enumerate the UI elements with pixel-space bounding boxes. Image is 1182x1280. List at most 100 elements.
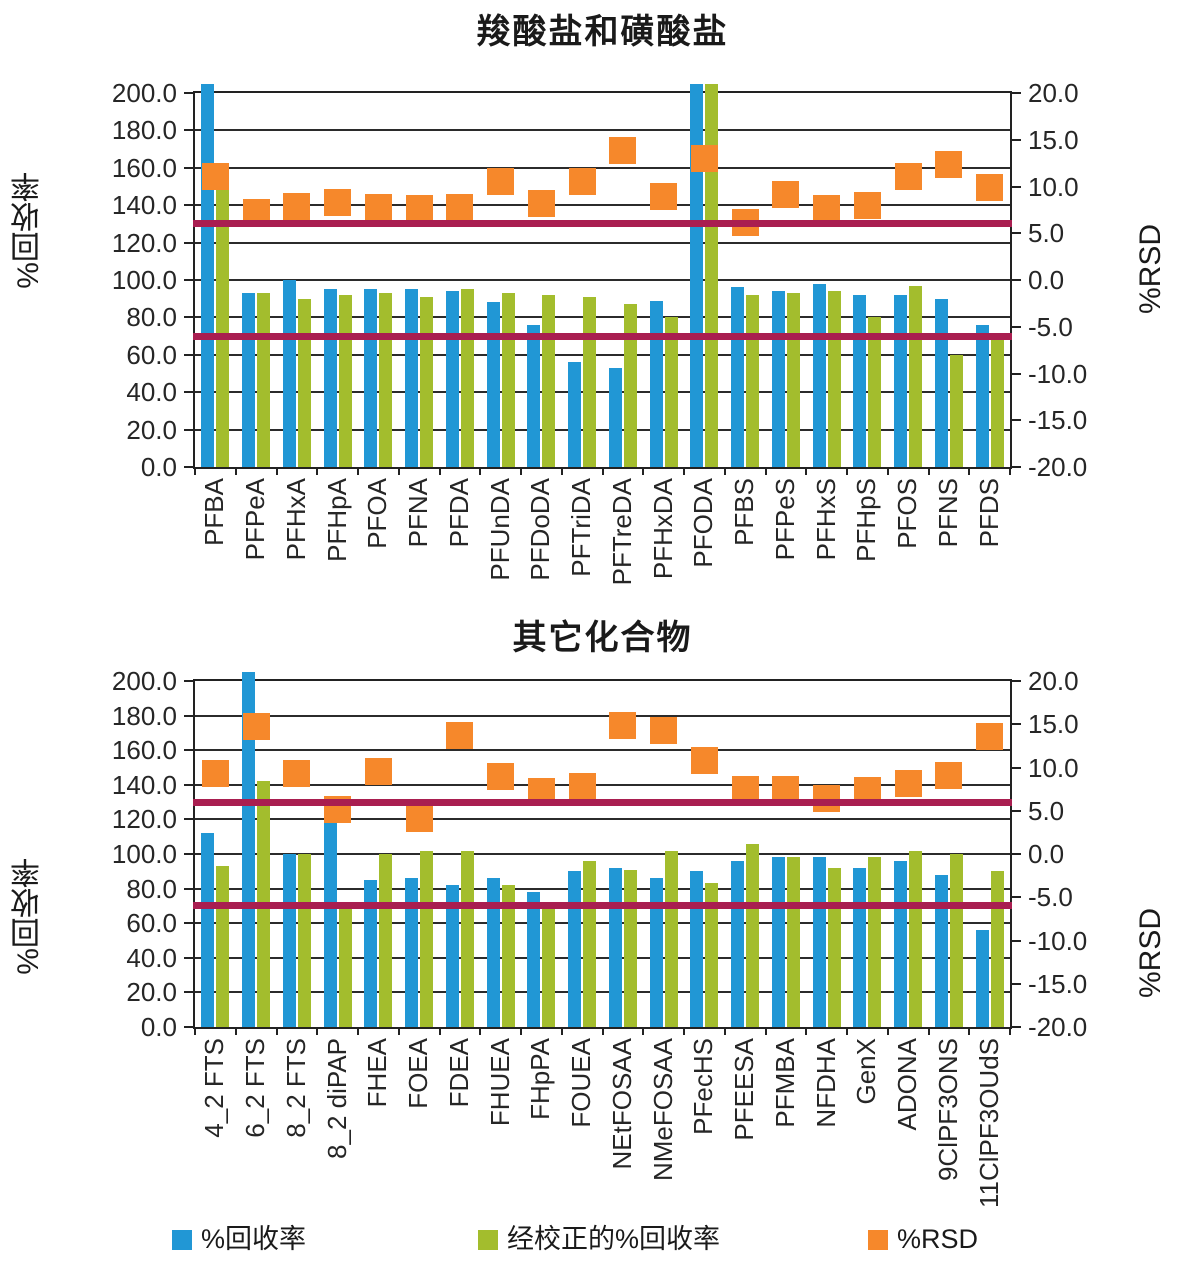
bar-corrected-recovery (501, 293, 515, 467)
y-axis-tick-label-left: 160.0 (111, 735, 177, 766)
rsd-marker (609, 712, 637, 740)
corrected-recovery-swatch-icon (478, 1229, 498, 1250)
x-axis-tick (927, 1027, 930, 1035)
x-axis-category-label: PFBS (729, 478, 760, 546)
rsd-marker (853, 191, 881, 219)
y-axis-tick-label-right: -10.0 (1028, 925, 1088, 956)
y-axis-tick-label-right: 0.0 (1028, 839, 1065, 869)
bar-corrected-recovery (705, 84, 719, 467)
y-axis-tick-label-left: 120.0 (111, 804, 177, 835)
bar-corrected-recovery (379, 854, 393, 1027)
bar-recovery (975, 930, 989, 1027)
x-axis-tick (968, 1027, 971, 1035)
bar-recovery (568, 871, 582, 1027)
bar-recovery (445, 291, 459, 467)
y-axis-tick-left (184, 466, 193, 468)
y-axis-tick-left (184, 316, 193, 319)
y-axis-tick-right (1012, 325, 1021, 328)
chart2-title: 其它化合物 (512, 619, 693, 657)
y-axis-tick-label-right: 15.0 (1028, 709, 1079, 740)
legend-label-corrected-recovery: 经校正的%回收率 (507, 1224, 721, 1254)
y-axis-tick-label-right: -20.0 (1028, 1012, 1088, 1042)
rsd-marker (650, 183, 678, 211)
x-axis-tick (764, 1027, 767, 1035)
bar-recovery (201, 84, 215, 467)
y-axis-tick-right (1012, 680, 1021, 682)
gridline (195, 749, 1010, 752)
y-axis-tick-left (184, 818, 193, 821)
bar-recovery (771, 857, 785, 1027)
bar-recovery (445, 885, 459, 1027)
x-axis-tick (560, 467, 563, 475)
x-axis-tick (194, 1027, 196, 1035)
rsd-marker (609, 136, 637, 164)
rsd-marker (446, 193, 474, 221)
y-axis-tick-right (1012, 1026, 1021, 1028)
x-axis-tick (438, 467, 441, 475)
x-axis-tick (968, 467, 971, 475)
bar-corrected-recovery (297, 854, 311, 1027)
x-axis-category-label: PFTriDA (566, 478, 597, 577)
bar-recovery (527, 892, 541, 1027)
y-axis-tick-right (1012, 92, 1021, 94)
x-axis-tick (357, 1027, 359, 1035)
y-axis-tick-left (184, 428, 193, 431)
rsd-marker (690, 747, 718, 775)
x-axis-tick (723, 1027, 726, 1035)
x-axis-tick (886, 467, 889, 475)
rsd-marker (405, 194, 433, 222)
x-axis-tick (764, 467, 767, 475)
x-axis-category-label: 8_2 FTS (280, 1038, 311, 1138)
gridline (195, 279, 1010, 281)
x-axis-tick (438, 1027, 441, 1035)
y-axis-tick-label-left: 40.0 (126, 942, 177, 973)
x-axis-tick (886, 1027, 889, 1035)
y-axis-tick-label-left: 180.0 (111, 115, 177, 146)
bar-recovery (853, 867, 867, 1027)
y-axis-tick-right (1012, 138, 1021, 141)
bar-recovery (282, 280, 296, 467)
y-axis-tick-label-right: -15.0 (1028, 968, 1088, 999)
bar-corrected-recovery (909, 285, 923, 467)
bar-recovery (934, 298, 948, 467)
legend-item-recovery: %回收率 (172, 1226, 306, 1253)
x-axis-tick (846, 467, 848, 475)
x-axis-tick (642, 467, 645, 475)
bar-corrected-recovery (949, 854, 963, 1027)
x-axis-tick (397, 1027, 400, 1035)
x-axis-category-label: FDEA (443, 1038, 474, 1108)
x-axis-tick (683, 467, 685, 475)
rsd-marker (364, 193, 392, 221)
x-axis-tick (316, 467, 319, 475)
x-axis-tick (683, 1027, 685, 1035)
y-axis-tick-label-right: 10.0 (1028, 752, 1079, 783)
x-axis-category-label: PFDA (443, 478, 474, 548)
bar-corrected-recovery (746, 294, 760, 467)
y-axis-tick-label-left: 20.0 (126, 977, 177, 1008)
y-axis-tick-right (1012, 939, 1021, 942)
rsd-marker (772, 775, 800, 803)
bar-corrected-recovery (990, 339, 1004, 467)
gridline (195, 241, 1010, 244)
bar-recovery (812, 283, 826, 467)
bar-corrected-recovery (460, 850, 474, 1027)
bar-recovery (690, 871, 704, 1027)
y-axis-tick-left (184, 1026, 193, 1028)
rsd-marker (283, 760, 311, 788)
plot-area (193, 679, 1012, 1029)
x-axis-tick (194, 467, 196, 475)
y-axis-tick-left (184, 92, 193, 94)
x-axis-tick (479, 1027, 482, 1035)
bar-recovery (934, 874, 948, 1027)
bar-corrected-recovery (909, 850, 923, 1027)
chart1-right-axis-title: %RSD (1134, 224, 1167, 315)
x-axis-category-label: PFBA (199, 478, 230, 546)
rsd-marker (487, 168, 515, 196)
y-axis-tick-label-left: 80.0 (126, 302, 177, 333)
bar-recovery (812, 857, 826, 1027)
x-axis-category-label: 8_2 diPAP (321, 1038, 352, 1159)
bar-recovery (568, 362, 582, 467)
bar-corrected-recovery (827, 291, 841, 467)
x-axis-category-label: GenX (851, 1038, 882, 1105)
